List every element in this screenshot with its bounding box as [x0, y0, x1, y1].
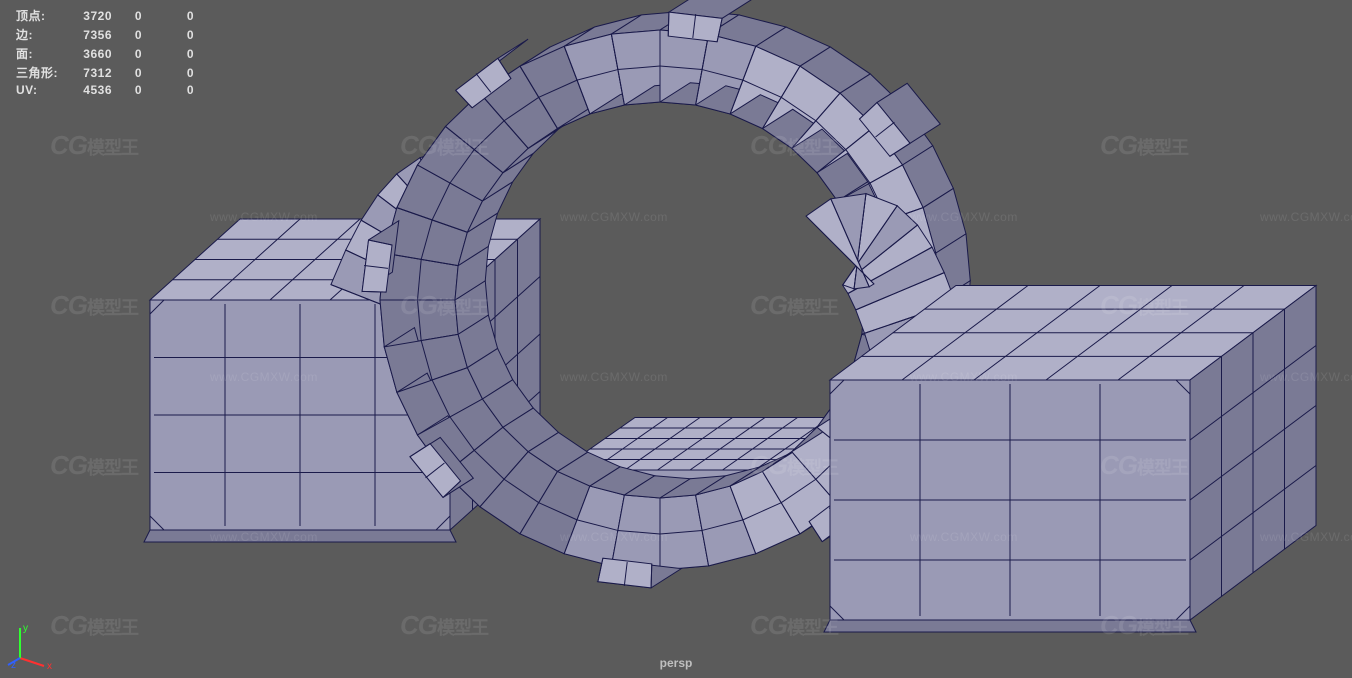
- stats-col2: 0: [134, 44, 164, 63]
- svg-text:z: z: [11, 660, 16, 671]
- stats-row: 边:735600: [16, 25, 194, 44]
- stats-col3: 0: [164, 44, 194, 63]
- maya-viewport[interactable]: CG模型王CG模型王CG模型王CG模型王CG模型王CG模型王CG模型王CG模型王…: [0, 0, 1352, 678]
- poly-stats-hud: 顶点:372000边:735600面:366000三角形:731200UV:45…: [16, 6, 194, 98]
- stats-row: 面:366000: [16, 44, 194, 63]
- stats-col2: 0: [134, 6, 164, 25]
- stats-col3: 0: [164, 25, 194, 44]
- stats-col2: 0: [134, 63, 164, 82]
- stats-label: UV:: [16, 82, 76, 98]
- stats-total: 7312: [76, 63, 134, 82]
- stats-row: 顶点:372000: [16, 6, 194, 25]
- stats-row: 三角形:731200: [16, 63, 194, 82]
- stats-label: 面:: [16, 44, 76, 63]
- stats-total: 3660: [76, 44, 134, 63]
- stats-row: UV:453600: [16, 82, 194, 98]
- svg-text:y: y: [23, 623, 28, 634]
- stats-total: 3720: [76, 6, 134, 25]
- stats-label: 三角形:: [16, 63, 76, 82]
- stats-label: 边:: [16, 25, 76, 44]
- model-wireframe: [0, 0, 1352, 678]
- stats-label: 顶点:: [16, 6, 76, 25]
- stats-col2: 0: [134, 25, 164, 44]
- stats-total: 7356: [76, 25, 134, 44]
- svg-text:x: x: [47, 661, 52, 672]
- stats-col2: 0: [134, 82, 164, 98]
- axis-gizmo: x y z: [6, 612, 66, 672]
- stats-total: 4536: [76, 82, 134, 98]
- stats-col3: 0: [164, 82, 194, 98]
- camera-name-label: persp: [660, 656, 693, 670]
- stats-col3: 0: [164, 63, 194, 82]
- stats-col3: 0: [164, 6, 194, 25]
